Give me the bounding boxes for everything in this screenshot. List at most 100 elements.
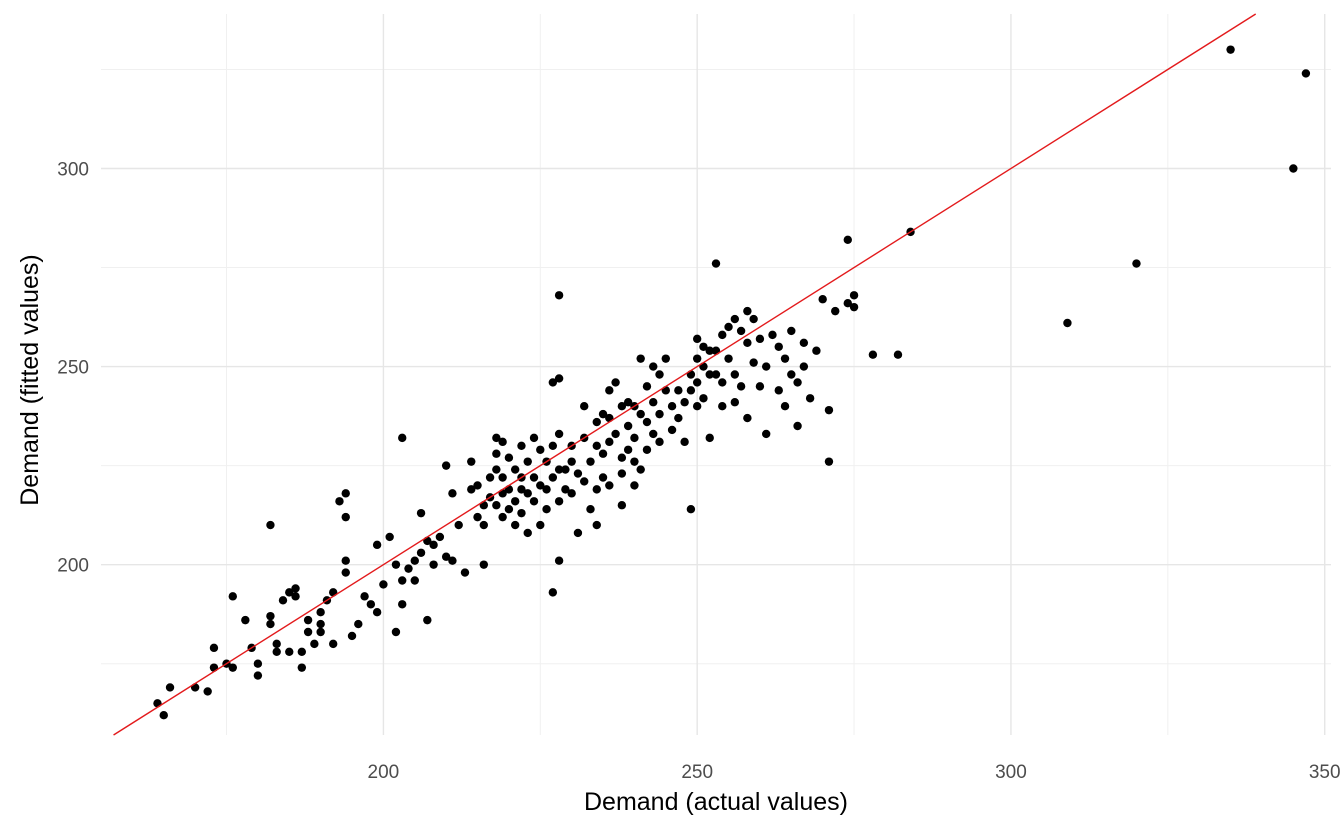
data-point bbox=[718, 401, 727, 411]
data-point bbox=[617, 401, 627, 411]
data-point bbox=[793, 378, 802, 387]
data-point bbox=[398, 433, 407, 443]
data-point bbox=[642, 382, 652, 391]
data-point bbox=[391, 627, 401, 637]
data-point bbox=[831, 306, 840, 316]
data-point bbox=[554, 465, 564, 474]
data-point bbox=[849, 302, 859, 312]
data-point bbox=[736, 382, 746, 391]
data-point bbox=[686, 504, 696, 514]
data-point bbox=[749, 314, 758, 324]
data-point bbox=[573, 528, 583, 538]
data-point bbox=[517, 508, 526, 518]
data-point bbox=[724, 322, 733, 332]
data-point bbox=[592, 441, 601, 451]
data-point bbox=[868, 350, 878, 359]
data-point bbox=[1063, 318, 1072, 328]
x-axis-title: Demand (actual values) bbox=[584, 788, 848, 816]
data-points bbox=[153, 45, 1311, 720]
data-point bbox=[241, 615, 250, 625]
data-point bbox=[209, 643, 219, 653]
data-point bbox=[636, 409, 645, 419]
data-point bbox=[554, 429, 564, 439]
data-point bbox=[718, 330, 727, 340]
data-point bbox=[649, 398, 658, 407]
data-point bbox=[347, 631, 357, 641]
data-point bbox=[849, 291, 859, 300]
data-point bbox=[768, 330, 777, 340]
data-point bbox=[580, 477, 589, 486]
data-point bbox=[667, 425, 677, 435]
data-point bbox=[328, 639, 338, 649]
data-point bbox=[787, 370, 796, 379]
y-axis-title: Demand (fitted values) bbox=[16, 254, 44, 506]
data-point bbox=[812, 346, 821, 355]
data-point bbox=[636, 354, 645, 363]
data-point bbox=[372, 607, 382, 617]
data-point bbox=[341, 556, 350, 565]
data-point bbox=[692, 401, 702, 411]
data-point bbox=[266, 619, 275, 629]
data-point bbox=[341, 568, 350, 577]
data-point bbox=[228, 592, 237, 601]
data-point bbox=[667, 401, 677, 411]
data-point bbox=[630, 481, 639, 490]
data-point bbox=[190, 683, 200, 692]
data-point bbox=[605, 481, 614, 490]
data-point bbox=[266, 611, 275, 621]
data-point bbox=[492, 433, 501, 443]
data-point bbox=[441, 461, 451, 470]
data-point bbox=[655, 437, 664, 447]
data-point bbox=[523, 489, 532, 498]
data-point bbox=[467, 485, 476, 494]
data-point bbox=[366, 600, 376, 609]
y-tick-labels: 200 250 300 bbox=[57, 160, 89, 577]
data-point bbox=[617, 469, 627, 478]
data-point bbox=[699, 362, 708, 371]
data-point bbox=[686, 386, 696, 395]
data-point bbox=[793, 421, 802, 431]
data-point bbox=[655, 409, 664, 419]
data-point bbox=[517, 441, 526, 451]
data-point bbox=[736, 326, 746, 336]
reference-line bbox=[113, 13, 1257, 736]
data-point bbox=[485, 473, 495, 482]
data-point bbox=[774, 386, 783, 395]
data-point bbox=[310, 639, 319, 649]
data-point bbox=[153, 699, 162, 708]
data-point bbox=[630, 433, 639, 443]
data-point bbox=[335, 497, 344, 506]
data-point bbox=[410, 556, 419, 565]
data-point bbox=[843, 298, 852, 308]
data-point bbox=[410, 576, 419, 585]
data-point bbox=[730, 314, 740, 324]
data-point bbox=[780, 401, 790, 411]
data-point bbox=[498, 437, 507, 447]
data-point bbox=[278, 596, 288, 605]
data-point bbox=[159, 710, 168, 720]
data-point bbox=[328, 588, 338, 597]
data-point bbox=[592, 417, 601, 427]
data-point bbox=[774, 342, 783, 351]
data-point bbox=[580, 401, 589, 411]
data-point bbox=[354, 619, 363, 629]
data-point bbox=[203, 687, 212, 696]
data-point bbox=[303, 615, 313, 625]
data-point bbox=[743, 306, 752, 316]
data-point bbox=[510, 497, 520, 506]
data-point bbox=[498, 512, 507, 522]
data-point bbox=[699, 342, 708, 351]
data-point bbox=[674, 386, 683, 395]
data-point bbox=[749, 358, 758, 367]
data-point bbox=[429, 560, 438, 569]
data-point bbox=[843, 235, 852, 245]
data-point bbox=[561, 465, 570, 474]
data-point bbox=[674, 413, 683, 423]
data-point bbox=[341, 489, 350, 498]
data-point bbox=[705, 433, 714, 443]
data-point bbox=[893, 350, 903, 359]
data-point bbox=[598, 409, 608, 419]
data-point bbox=[567, 457, 576, 466]
data-point bbox=[341, 512, 350, 522]
data-point bbox=[692, 334, 702, 344]
